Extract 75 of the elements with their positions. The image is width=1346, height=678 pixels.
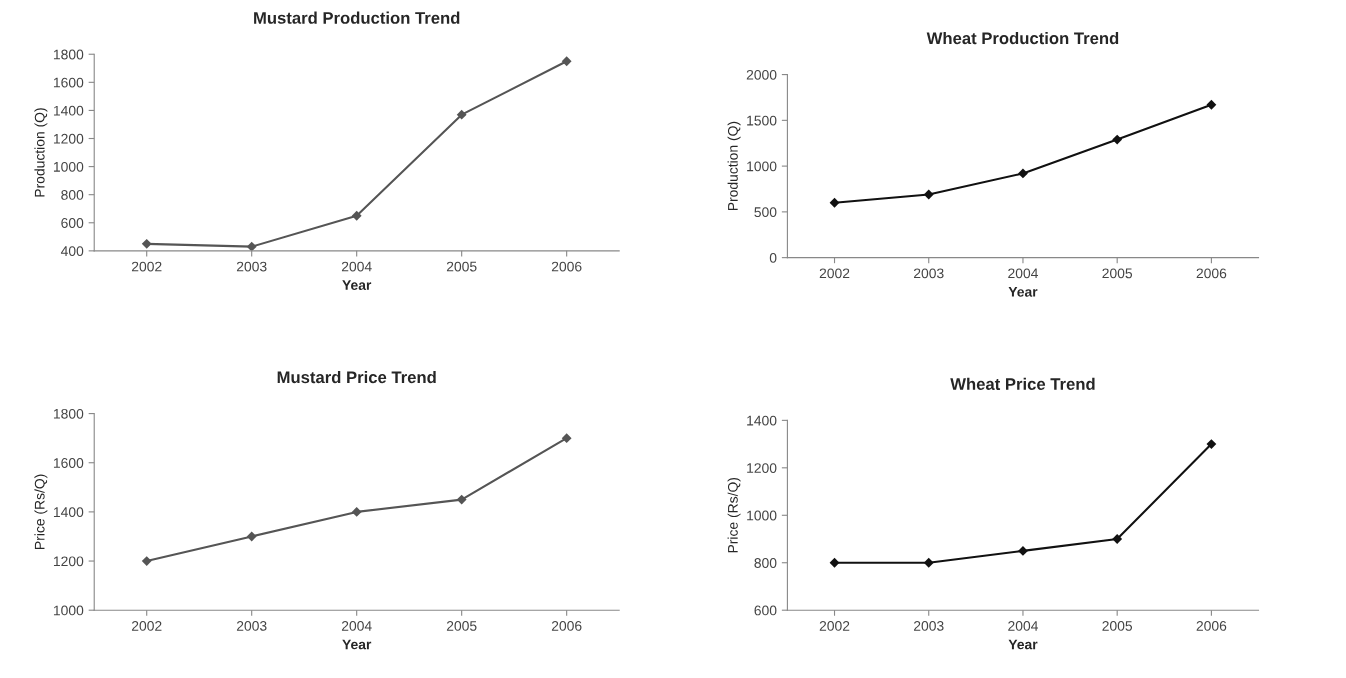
y-tick-label: 1400 (747, 415, 777, 426)
x-tick-label: 2004 (1008, 268, 1038, 279)
x-tick-label: 2004 (341, 620, 372, 631)
x-tick-label: 2003 (236, 261, 267, 272)
x-tick-label: 2005 (446, 620, 477, 631)
point (1112, 134, 1123, 145)
x-tick-label: 2005 (1102, 268, 1133, 279)
point (829, 197, 840, 208)
x-axis-title: Year (342, 280, 372, 290)
y-tick-label: 1200 (747, 463, 777, 473)
point (246, 531, 257, 542)
y-axis-title: Price (Rs/Q) (727, 477, 741, 553)
x-tick-label: 2004 (341, 261, 372, 272)
x-tick-label: 2003 (236, 620, 267, 631)
chart-title: Wheat Production Trend (926, 31, 1119, 45)
y-tick-label: 1600 (53, 77, 84, 88)
x-tick-label: 2002 (131, 620, 162, 631)
point (141, 238, 152, 249)
point (829, 557, 840, 568)
y-tick-label: 2000 (746, 69, 777, 80)
point (923, 557, 934, 568)
x-tick-label: 2002 (819, 268, 850, 279)
y-tick-label: 1800 (53, 408, 84, 419)
y-tick-label: 1200 (53, 556, 84, 567)
x-tick-label: 2002 (131, 261, 162, 272)
y-tick-label: 400 (60, 246, 84, 257)
point (1112, 534, 1123, 544)
y-tick-label: 600 (61, 218, 84, 228)
x-tick-label: 2003 (913, 268, 944, 279)
x-tick-label: 2006 (1196, 620, 1227, 631)
point (456, 109, 467, 120)
y-tick-label: 1400 (53, 105, 84, 116)
point (1018, 545, 1028, 556)
x-axis-title: Year (1008, 639, 1038, 650)
y-tick-label: 800 (754, 558, 777, 568)
x-tick-label: 2002 (819, 620, 850, 631)
y-tick-label: 1400 (53, 507, 84, 518)
x-tick-label: 2004 (1008, 620, 1038, 631)
x-tick-label: 2005 (1102, 620, 1133, 631)
y-tick-label: 800 (61, 190, 84, 200)
x-tick-label: 2006 (1196, 268, 1227, 279)
x-axis-title: Year (1008, 287, 1038, 297)
y-axis-title: Production (Q) (727, 121, 741, 211)
point (1206, 439, 1217, 449)
point (561, 56, 572, 67)
point (141, 556, 152, 566)
x-tick-label: 2006 (551, 261, 582, 272)
y-tick-label: 600 (754, 605, 777, 616)
y-tick-label: 1000 (53, 605, 84, 616)
x-axis-title: Year (342, 639, 372, 650)
point (923, 189, 934, 200)
y-tick-label: 1000 (747, 161, 777, 172)
x-tick-label: 2003 (913, 620, 944, 631)
y-tick-label: 1800 (53, 49, 84, 60)
point (1018, 168, 1028, 179)
chart-title: Mustard Price Trend (277, 370, 436, 384)
y-tick-label: 0 (769, 252, 777, 263)
y-tick-label: 1000 (747, 510, 777, 521)
x-tick-label: 2005 (446, 261, 477, 272)
y-tick-label: 1200 (53, 133, 84, 144)
point (246, 241, 257, 251)
point (456, 494, 467, 505)
point (351, 506, 362, 517)
point (351, 210, 362, 221)
chart-title: Mustard Production Trend (254, 11, 460, 24)
y-tick-label: 500 (754, 207, 777, 218)
point (1206, 99, 1217, 110)
x-tick-label: 2006 (551, 620, 582, 631)
y-axis-title: Price (Rs/Q) (34, 474, 48, 549)
y-tick-label: 1000 (53, 161, 84, 172)
point (561, 433, 572, 444)
y-tick-label: 1600 (53, 458, 84, 468)
y-axis-title: Production (Q) (34, 108, 48, 197)
y-tick-label: 1500 (747, 115, 777, 126)
chart-title: Wheat Price Trend (950, 377, 1095, 390)
